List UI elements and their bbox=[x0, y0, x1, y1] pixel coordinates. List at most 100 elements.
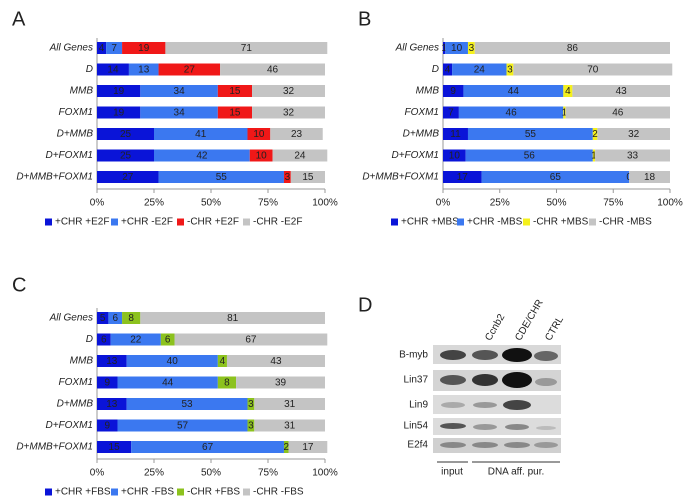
category-label: MMB bbox=[416, 86, 440, 97]
bar-segment bbox=[247, 419, 255, 432]
data-label: 55 bbox=[525, 129, 537, 140]
blot-strip bbox=[433, 395, 561, 414]
data-label: 9 bbox=[104, 378, 110, 389]
data-label: 33 bbox=[627, 151, 639, 162]
bar-segment bbox=[97, 63, 129, 76]
legend-swatch bbox=[45, 218, 52, 226]
bar-segment bbox=[283, 171, 291, 183]
blot-column-label: Ccnb2 bbox=[483, 312, 507, 343]
bar-segment bbox=[247, 128, 271, 140]
bar-segment bbox=[126, 398, 248, 410]
bar-segment bbox=[97, 312, 109, 324]
data-label: 7 bbox=[448, 108, 454, 119]
bar-segment bbox=[563, 106, 566, 119]
legend-label: -CHR +E2F bbox=[187, 217, 239, 228]
bar-segment bbox=[154, 128, 248, 140]
data-label: 1 bbox=[562, 108, 568, 119]
bar-segment bbox=[128, 63, 159, 76]
band bbox=[503, 400, 531, 410]
data-label: 10 bbox=[253, 129, 265, 140]
legend-label: -CHR -FBS bbox=[253, 487, 304, 498]
bar-segment bbox=[247, 398, 255, 410]
category-label: FOXM1 bbox=[405, 107, 439, 118]
bar-segment bbox=[110, 333, 161, 346]
bar-segment bbox=[270, 128, 323, 140]
data-label: 41 bbox=[195, 129, 207, 140]
bar-segment bbox=[463, 85, 564, 97]
bar-segment bbox=[572, 85, 670, 97]
bar-segment bbox=[97, 441, 132, 453]
bar-segment bbox=[254, 398, 325, 410]
bar-segment bbox=[97, 128, 154, 140]
data-label: 3 bbox=[469, 43, 475, 54]
data-label: 34 bbox=[174, 86, 186, 97]
blot-column-label: CDE/CHR bbox=[513, 298, 545, 343]
bar-segment bbox=[97, 171, 159, 183]
data-label: 43 bbox=[270, 356, 282, 367]
data-label: 6 bbox=[165, 335, 171, 346]
legend-swatch bbox=[177, 218, 184, 226]
data-label: 10 bbox=[256, 151, 268, 162]
bar-segment bbox=[217, 355, 227, 367]
band bbox=[440, 423, 466, 429]
band bbox=[472, 350, 498, 360]
category-label: All Genes bbox=[395, 43, 439, 54]
bar-segment bbox=[217, 106, 253, 119]
data-label: 46 bbox=[506, 108, 518, 119]
bar-segment bbox=[97, 419, 118, 432]
data-label: 1 bbox=[591, 151, 597, 162]
data-label: 39 bbox=[275, 378, 287, 389]
bar-segment bbox=[220, 63, 325, 76]
data-label: 7 bbox=[111, 43, 117, 54]
data-label: 32 bbox=[283, 108, 295, 119]
category-label: D+MMB bbox=[57, 399, 94, 410]
bar-segment bbox=[97, 149, 154, 162]
bar-segment bbox=[443, 42, 446, 54]
data-label: 31 bbox=[284, 421, 296, 432]
band bbox=[472, 374, 498, 386]
data-label: 44 bbox=[508, 86, 520, 97]
x-tick-label: 50% bbox=[201, 198, 221, 209]
bar-segment bbox=[160, 333, 175, 346]
data-label: 3 bbox=[507, 65, 513, 76]
bar-segment bbox=[465, 149, 593, 162]
category-label: D+FOXM1 bbox=[45, 150, 93, 161]
data-label: 57 bbox=[177, 421, 189, 432]
data-label: 1 bbox=[441, 43, 447, 54]
category-label: D+MMB+FOXM1 bbox=[362, 172, 439, 183]
bar-segment bbox=[458, 106, 564, 119]
category-label: MMB bbox=[70, 356, 94, 367]
band bbox=[473, 424, 497, 430]
bar-segment bbox=[252, 85, 325, 97]
legend-swatch bbox=[243, 218, 250, 226]
x-tick-label: 25% bbox=[490, 198, 510, 209]
legend-label: +CHR +FBS bbox=[55, 487, 111, 498]
bar-segment bbox=[506, 63, 514, 76]
bar-segment bbox=[117, 376, 218, 389]
data-label: 22 bbox=[130, 335, 142, 346]
data-label: 4 bbox=[445, 65, 451, 76]
data-label: 46 bbox=[612, 108, 624, 119]
data-label: 19 bbox=[138, 43, 150, 54]
band bbox=[440, 442, 466, 448]
category-label: D bbox=[86, 64, 93, 75]
legend-label: +CHR -FBS bbox=[121, 487, 174, 498]
data-label: 9 bbox=[104, 421, 110, 432]
panel-letter: C bbox=[12, 274, 26, 296]
band bbox=[502, 348, 532, 362]
data-label: 56 bbox=[524, 151, 536, 162]
data-label: 10 bbox=[449, 151, 461, 162]
data-label: 13 bbox=[106, 399, 118, 410]
bar-segment bbox=[474, 42, 670, 54]
data-label: 8 bbox=[128, 313, 134, 324]
x-tick-label: 50% bbox=[546, 198, 566, 209]
data-label: 70 bbox=[587, 65, 599, 76]
category-label: D+MMB bbox=[57, 129, 94, 140]
data-label: 27 bbox=[184, 65, 196, 76]
data-label: 5 bbox=[100, 313, 106, 324]
data-label: 2 bbox=[283, 442, 289, 453]
bar-segment bbox=[443, 85, 464, 97]
band bbox=[535, 378, 557, 386]
blot-group-label: input bbox=[441, 467, 463, 478]
